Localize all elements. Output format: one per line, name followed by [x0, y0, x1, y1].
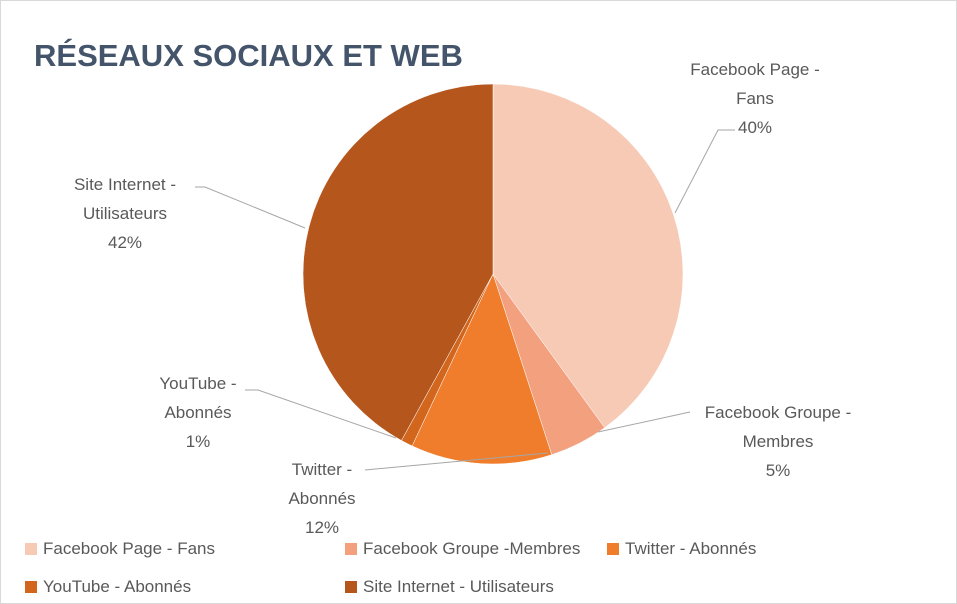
legend-marker	[345, 543, 357, 555]
legend-label: Facebook Groupe -Membres	[363, 539, 581, 558]
legend-label: YouTube - Abonnés	[43, 577, 192, 596]
data-label-value: 40%	[737, 118, 773, 137]
legend-marker	[25, 543, 37, 555]
leader-line	[674, 129, 735, 214]
legend-item: Facebook Groupe -Membres	[345, 539, 580, 559]
data-label: Site Internet - Utilisateurs 42%	[45, 170, 205, 257]
data-label-category: YouTube - Abonnés	[159, 374, 237, 422]
data-label-value: 42%	[107, 233, 143, 252]
leader-line	[195, 186, 306, 229]
data-label: Facebook Groupe -Membres 5%	[686, 398, 871, 485]
data-label-value: 12%	[304, 518, 340, 537]
data-label-category: Site Internet - Utilisateurs	[73, 175, 177, 223]
leader-line	[364, 452, 549, 471]
legend-marker	[345, 581, 357, 593]
data-label: Facebook Page - Fans 40%	[675, 55, 835, 142]
legend-marker	[25, 581, 37, 593]
pie-slice	[302, 83, 494, 441]
data-label-value: 5%	[765, 461, 791, 480]
legend-item: YouTube - Abonnés	[25, 577, 191, 597]
chart-title: RÉSEAUX SOCIAUX ET WEB	[34, 38, 463, 73]
legend-item: Site Internet - Utilisateurs	[345, 577, 554, 597]
data-label-value: 1%	[185, 432, 211, 451]
data-label-category: Twitter - Abonnés	[288, 460, 356, 508]
data-label: YouTube - Abonnés 1%	[143, 369, 253, 456]
leader-line	[245, 389, 397, 439]
pie-slice	[411, 273, 553, 465]
data-label-category: Facebook Groupe -Membres	[704, 403, 852, 451]
legend-marker	[607, 543, 619, 555]
legend-label: Facebook Page - Fans	[43, 539, 215, 558]
legend-item: Facebook Page - Fans	[25, 539, 215, 559]
legend-label: Site Internet - Utilisateurs	[363, 577, 554, 596]
leader-line	[597, 411, 691, 433]
legend-item: Twitter - Abonnés	[607, 539, 756, 559]
legend-label: Twitter - Abonnés	[625, 539, 757, 558]
data-label-category: Facebook Page - Fans	[690, 60, 820, 108]
pie-slice	[492, 83, 684, 429]
data-label: Twitter - Abonnés 12%	[267, 455, 377, 542]
